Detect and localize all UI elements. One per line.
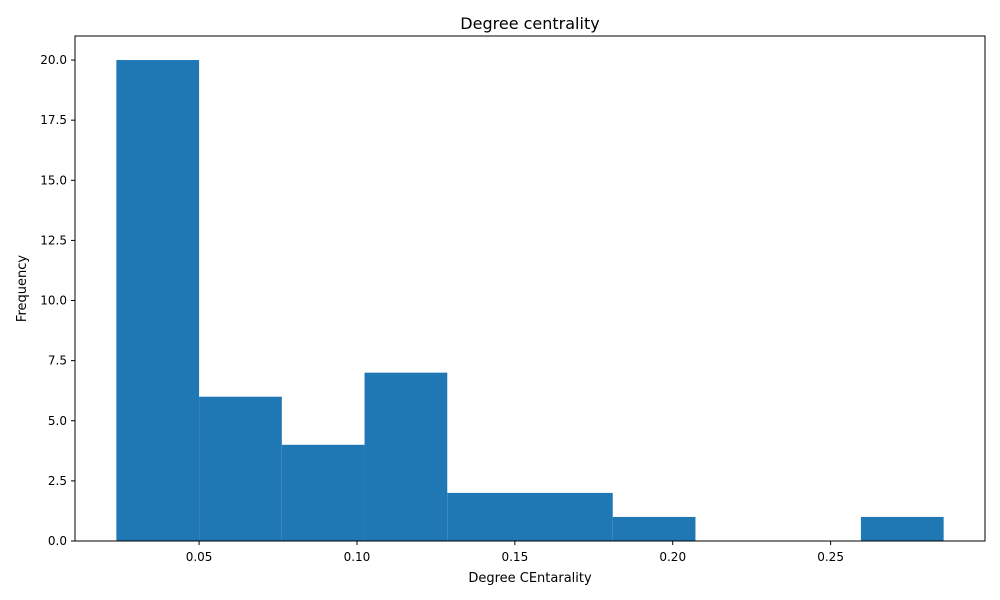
- y-axis: 0.0 2.5 5.0 7.5 10.0 12.5 15.0 17.5 20.0: [40, 53, 75, 548]
- histogram-bar: [612, 516, 696, 541]
- x-tick-label: 0.20: [659, 550, 686, 564]
- y-tick-label: 10.0: [40, 294, 67, 308]
- y-tick-label: 7.5: [48, 354, 67, 368]
- histogram-bar: [199, 396, 282, 541]
- histogram-bar: [447, 492, 530, 541]
- x-axis: 0.05 0.10 0.15 0.20 0.25: [186, 541, 844, 564]
- chart-title: Degree centrality: [460, 14, 599, 33]
- y-tick-label: 12.5: [40, 233, 67, 247]
- y-tick-label: 0.0: [48, 534, 67, 548]
- histogram-bar: [116, 60, 200, 542]
- y-tick-label: 20.0: [40, 53, 67, 67]
- x-tick-label: 0.15: [501, 550, 528, 564]
- y-tick-label: 15.0: [40, 173, 67, 187]
- histogram-bar: [364, 372, 448, 541]
- histogram-bar: [281, 444, 365, 541]
- x-axis-label: Degree CEntarality: [468, 571, 592, 586]
- x-tick-label: 0.10: [344, 550, 371, 564]
- x-tick-label: 0.25: [817, 550, 844, 564]
- y-tick-label: 5.0: [48, 414, 67, 428]
- histogram-bar: [860, 516, 944, 541]
- plot-frame: [74, 35, 986, 542]
- x-tick-label: 0.05: [186, 550, 213, 564]
- y-tick-label: 2.5: [48, 474, 67, 488]
- y-axis-label: Frequency: [15, 255, 30, 322]
- bars-group: [116, 60, 944, 542]
- histogram-bar: [530, 492, 613, 541]
- y-tick-label: 17.5: [40, 113, 67, 127]
